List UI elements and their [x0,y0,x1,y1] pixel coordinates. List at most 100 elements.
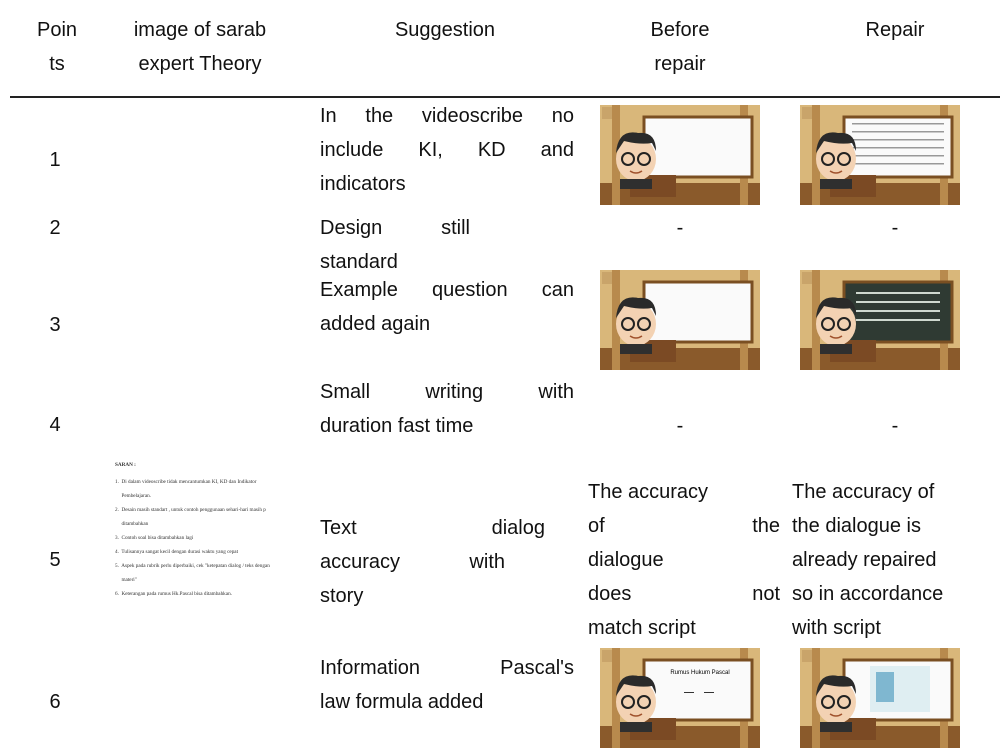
body [620,722,652,732]
note-item: 2. Desain masih standart , untuk contoh … [115,507,266,513]
poster-part [876,672,894,702]
board [642,658,754,722]
glasses [637,695,651,709]
suggestion: include KI, KD and [320,139,574,161]
point: 2 [49,217,61,239]
body [820,722,852,732]
repair: - [891,415,899,437]
face [616,137,656,181]
glasses [837,317,851,331]
mouth [829,335,843,339]
body [820,344,852,354]
header: expert Theory [138,53,262,75]
note-title: SARAN : [115,462,136,468]
suggestion: added again [320,313,431,335]
pillar [812,648,820,748]
pillar [612,105,620,205]
note-item: 4. Tulisannya sangat kecil dengan durasi… [115,549,239,555]
repair: The accuracy of [792,481,935,503]
body [820,179,852,189]
before: - [676,415,684,437]
board-line [856,301,940,303]
repair: with script [792,617,881,639]
suggestion: Example question can [320,279,574,301]
glasses [637,317,651,331]
note-item: 5. Aspek pada rubrik perlu diperbaiki, c… [115,563,270,569]
glasses [621,695,635,709]
note-item: 6. Keterangan pada rumus Hk.Pascal bisa … [115,591,232,597]
board-line [852,123,944,125]
suggestion: Design still [320,217,470,239]
mouth [829,170,843,174]
board-line [852,139,944,141]
pillar [812,270,820,370]
before: The accuracy [588,481,709,503]
board [642,280,754,344]
point: 1 [49,149,61,171]
mouth [629,170,643,174]
glasses [821,317,835,331]
before: - [676,217,684,239]
note-item: Pembelajaran. [115,493,152,499]
before: does not [588,583,780,605]
point: 3 [49,314,61,336]
face [816,680,856,724]
before: match script [588,617,696,639]
before: dialogue [588,549,664,571]
thumbnail [800,648,960,748]
clock [602,650,612,662]
board-line [852,131,944,133]
board-line [852,147,944,149]
note-item: materi" [115,577,137,583]
header: Poin [36,19,78,41]
suggestion: indicators [320,173,406,195]
header: repair [654,53,706,75]
pillar [812,105,820,205]
note-item: 3. Contoh soal bisa ditambahkan lagi [115,535,194,541]
board-line [856,310,940,312]
thumbnail [600,105,760,205]
point: 5 [49,549,61,571]
suggestion: Text dialog [320,517,545,539]
thumbnail [800,105,960,205]
board-line [856,319,940,321]
mouth [629,335,643,339]
board [642,115,754,179]
suggestion: Information Pascal's [320,657,574,679]
suggestion: standard [320,251,398,273]
board-line [852,155,944,157]
header: Repair [865,19,925,41]
before: of the [588,515,780,537]
repair: - [891,217,899,239]
thumbnail [600,270,760,370]
body [620,344,652,354]
body [620,179,652,189]
hair [816,297,856,318]
mouth [829,713,843,717]
mouth [629,713,643,717]
face [616,302,656,346]
header: Suggestion [394,19,496,41]
note-item: ditambahkan [115,521,149,527]
thumbnail [800,270,960,370]
hair [816,132,856,153]
glasses [621,317,635,331]
suggestion: In the videoscribe no [320,105,574,127]
point: 4 [49,414,61,436]
repair: the dialogue is [792,515,921,537]
glasses [821,695,835,709]
board-line [852,163,944,165]
formula-bar [684,692,694,693]
glasses [837,152,851,166]
glasses [821,152,835,166]
pillar [612,648,620,748]
hair [616,297,656,318]
header: Before [650,19,710,41]
thumbnail: Rumus Hukum Pascal [600,648,760,748]
clock [802,272,812,284]
suggestion: duration fast time [320,415,474,437]
board-line [856,292,940,294]
face [616,680,656,724]
pillar [612,270,620,370]
